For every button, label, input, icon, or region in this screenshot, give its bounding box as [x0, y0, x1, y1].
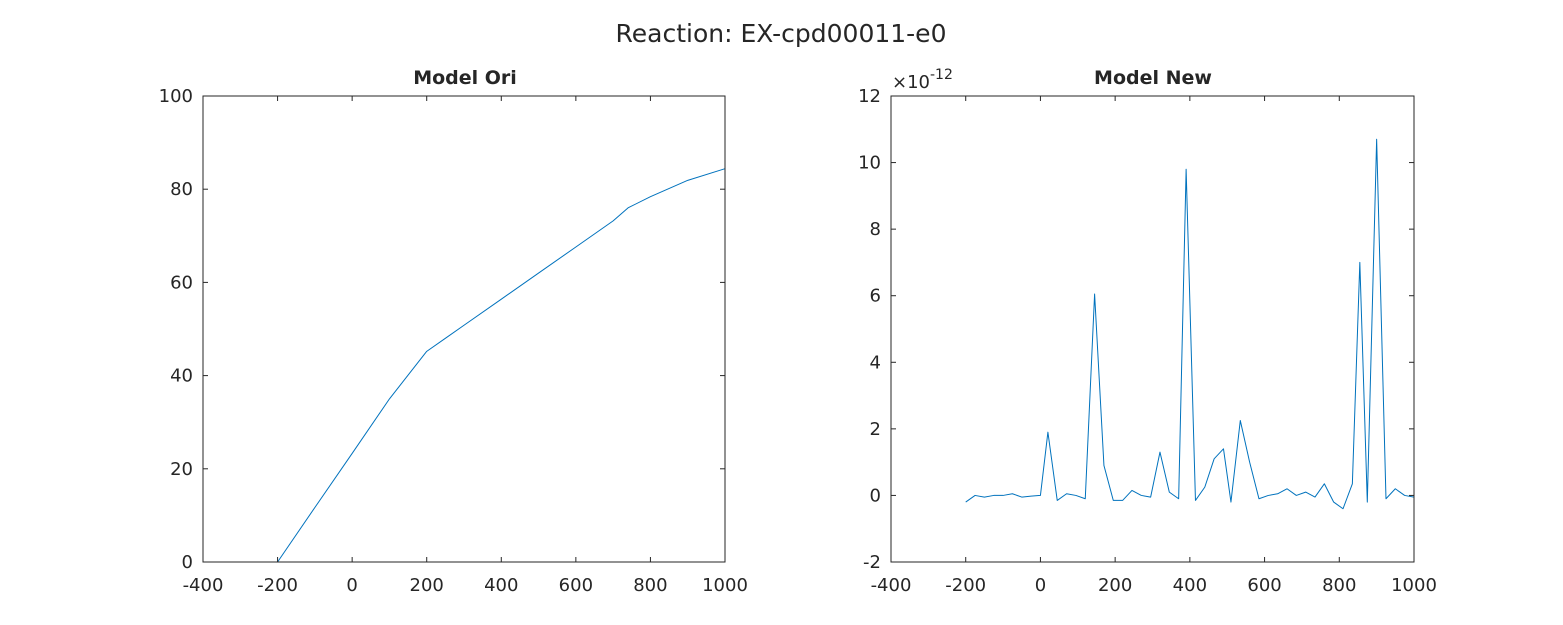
- chart-title: Model New: [1094, 67, 1212, 89]
- figure-title: Reaction: EX-cpd00011-e0: [616, 19, 947, 48]
- y-tick-label: 6: [870, 286, 881, 307]
- y-tick-label: 40: [170, 366, 193, 387]
- x-tick-label: 0: [1035, 575, 1046, 596]
- x-tick-label: 600: [1247, 575, 1281, 596]
- x-tick-label: 800: [1322, 575, 1356, 596]
- y-tick-label: 100: [159, 86, 193, 107]
- x-tick-label: -200: [257, 575, 298, 596]
- y-tick-label: 60: [170, 272, 193, 293]
- x-tick-label: 1000: [1391, 575, 1437, 596]
- axes-frame: [202, 95, 726, 563]
- x-tick-label: -400: [871, 575, 912, 596]
- x-tick-label: 0: [346, 575, 357, 596]
- x-tick-label: -400: [183, 575, 224, 596]
- y-tick-label: 4: [870, 352, 881, 373]
- series-line-0: [965, 138, 1415, 510]
- y-tick-label: 0: [182, 552, 193, 573]
- y-tick-label: 0: [870, 485, 881, 506]
- series-line-0: [277, 168, 726, 563]
- y-exponent-base: ×10: [892, 72, 930, 93]
- y-tick-label: 8: [870, 219, 881, 240]
- x-tick-label: 400: [1173, 575, 1207, 596]
- y-tick-label: 12: [858, 86, 881, 107]
- chart-model-ori: Model Ori -400 -200 0 200 400 600 800 1000 0 20 40…: [159, 67, 748, 596]
- y-tick-label: 10: [858, 153, 881, 174]
- x-tick-label: -200: [945, 575, 986, 596]
- x-tick-label: 800: [633, 575, 667, 596]
- chart-model-new: Model New ×10-12 -400 -200 0 200 400 600 800 10…: [858, 67, 1437, 596]
- y-tick-label: 2: [870, 419, 881, 440]
- axes-frame: [890, 95, 1415, 563]
- chart-title: Model Ori: [413, 67, 517, 89]
- y-tick-label: -2: [863, 552, 881, 573]
- x-tick-label: 200: [410, 575, 444, 596]
- x-tick-label: 600: [559, 575, 593, 596]
- y-tick-label: 80: [170, 179, 193, 200]
- y-exponent-label: ×10-12: [892, 67, 953, 93]
- x-tick-label: 200: [1098, 575, 1132, 596]
- x-tick-label: 1000: [702, 575, 748, 596]
- y-tick-label: 20: [170, 459, 193, 480]
- x-tick-label: 400: [484, 575, 518, 596]
- y-exponent-power: -12: [930, 67, 953, 83]
